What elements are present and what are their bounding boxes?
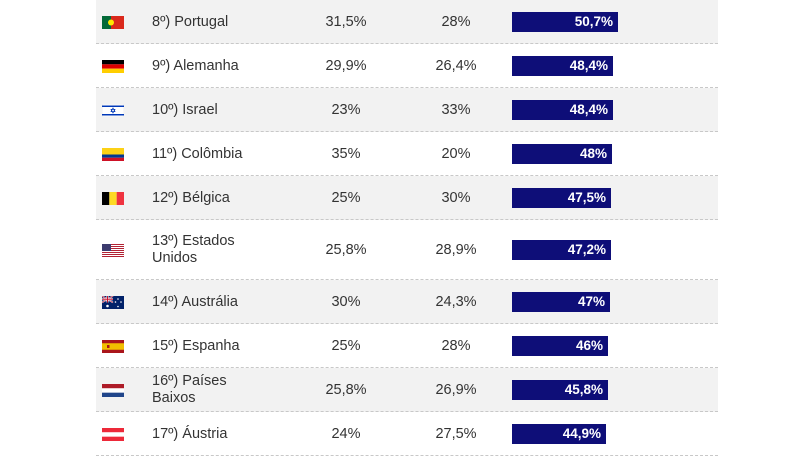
table-row: 10º) Israel 23% 33% 48,4% xyxy=(96,88,718,132)
country-label: 13º) Estados Unidos xyxy=(152,233,235,266)
country-label: 16º) Países Baixos xyxy=(152,373,227,406)
value-col1: 30% xyxy=(331,293,361,310)
total-label: 48,4% xyxy=(569,102,608,117)
value-col1: 25% xyxy=(331,337,361,354)
belgium-flag-icon xyxy=(102,191,124,205)
total-bar: 47,2% xyxy=(512,240,611,260)
value-col2: 30% xyxy=(441,189,471,206)
total-label: 45,8% xyxy=(564,382,603,397)
total-bar: 48,4% xyxy=(512,56,613,76)
value-col2: 28% xyxy=(441,13,471,30)
table-row: 12º) Bélgica 25% 30% 47,5% xyxy=(96,176,718,220)
value-col2: 26,4% xyxy=(435,57,477,74)
total-label: 48% xyxy=(579,146,607,161)
value-col1: 25,8% xyxy=(325,381,367,398)
country-label: 15º) Espanha xyxy=(152,337,240,354)
total-label: 50,7% xyxy=(574,14,613,29)
country-label: 8º) Portugal xyxy=(152,13,229,30)
table-row: 13º) Estados Unidos 25,8% 28,9% 47,2% xyxy=(96,220,718,280)
table-row: 15º) Espanha 25% 28% 46% xyxy=(96,324,718,368)
table-row: 11º) Colômbia 35% 20% 48% xyxy=(96,132,718,176)
spain-flag-icon xyxy=(102,339,124,353)
table-row: 14º) Austrália 30% 24,3% 47% xyxy=(96,280,718,324)
value-col1: 24% xyxy=(331,425,361,442)
total-bar: 45,8% xyxy=(512,380,608,400)
total-label: 44,9% xyxy=(562,426,601,441)
total-label: 46% xyxy=(575,338,603,353)
value-col1: 25% xyxy=(331,189,361,206)
austria-flag-icon xyxy=(102,427,124,441)
total-bar: 47% xyxy=(512,292,610,312)
value-col2: 24,3% xyxy=(435,293,477,310)
netherlands-flag-icon xyxy=(102,383,124,397)
value-col2: 28% xyxy=(441,337,471,354)
ranking-table: 8º) Portugal 31,5% 28% 50,7% 9º) Alemanha 29,… xyxy=(96,0,718,456)
value-col2: 33% xyxy=(441,101,471,118)
total-bar: 50,7% xyxy=(512,12,618,32)
germany-flag-icon xyxy=(102,59,124,73)
country-label: 14º) Austrália xyxy=(152,293,238,310)
value-col1: 31,5% xyxy=(325,13,367,30)
australia-flag-icon xyxy=(102,295,124,309)
portugal-flag-icon xyxy=(102,15,124,29)
total-label: 47% xyxy=(577,294,605,309)
israel-flag-icon xyxy=(102,103,124,117)
total-bar: 48% xyxy=(512,144,612,164)
usa-flag-icon xyxy=(102,243,124,257)
value-col2: 26,9% xyxy=(435,381,477,398)
total-bar: 44,9% xyxy=(512,424,606,444)
country-label: 17º) Áustria xyxy=(152,425,228,442)
value-col1: 35% xyxy=(331,145,361,162)
value-col1: 23% xyxy=(331,101,361,118)
value-col2: 20% xyxy=(441,145,471,162)
country-label: 10º) Israel xyxy=(152,101,218,118)
value-col2: 28,9% xyxy=(435,241,477,258)
value-col1: 29,9% xyxy=(325,57,367,74)
table-row: 8º) Portugal 31,5% 28% 50,7% xyxy=(96,0,718,44)
table-row: 9º) Alemanha 29,9% 26,4% 48,4% xyxy=(96,44,718,88)
colombia-flag-icon xyxy=(102,147,124,161)
value-col2: 27,5% xyxy=(435,425,477,442)
country-label: 9º) Alemanha xyxy=(152,57,239,74)
total-bar: 48,4% xyxy=(512,100,613,120)
total-bar: 47,5% xyxy=(512,188,611,208)
total-label: 48,4% xyxy=(569,58,608,73)
total-bar: 46% xyxy=(512,336,608,356)
total-label: 47,2% xyxy=(567,242,606,257)
table-row: 16º) Países Baixos 25,8% 26,9% 45,8% xyxy=(96,368,718,412)
country-label: 12º) Bélgica xyxy=(152,189,230,206)
total-label: 47,5% xyxy=(567,190,606,205)
table-row: 17º) Áustria 24% 27,5% 44,9% xyxy=(96,412,718,456)
value-col1: 25,8% xyxy=(325,241,367,258)
country-label: 11º) Colômbia xyxy=(152,145,243,162)
